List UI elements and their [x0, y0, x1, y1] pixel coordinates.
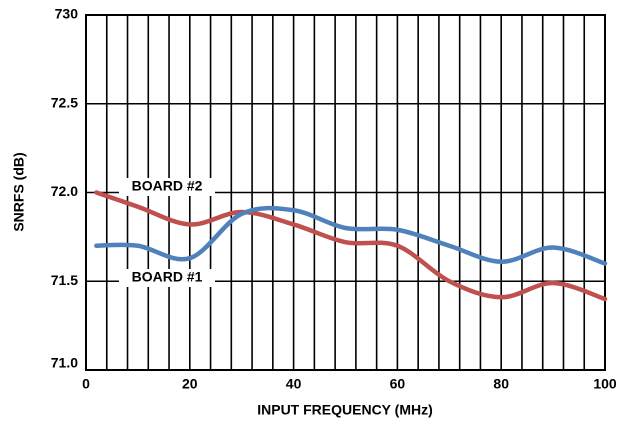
series-line: [94, 190, 608, 302]
x-tick-label: 80: [493, 376, 509, 392]
series-label: BOARD #2: [132, 178, 203, 194]
label-background: [119, 269, 215, 287]
label-background: [119, 178, 215, 196]
x-tick-label: 60: [390, 376, 406, 392]
x-tick-label: 100: [593, 376, 617, 392]
y-tick-label: 71.5: [51, 272, 78, 288]
series-label: BOARD #1: [132, 269, 203, 285]
x-tick-label: 0: [82, 376, 90, 392]
x-axis-title: INPUT FREQUENCY (MHz): [257, 402, 433, 418]
plot-frame: [85, 14, 606, 371]
x-tick-label: 40: [286, 376, 302, 392]
x-tick-label: 20: [182, 376, 198, 392]
y-tick-label: 72.0: [51, 183, 78, 199]
y-tick-label: 71.0: [51, 355, 78, 371]
series-line: [94, 205, 608, 266]
y-tick-label: 730: [55, 6, 79, 22]
y-axis-title: SNRFS (dB): [11, 152, 27, 231]
y-tick-label: 72.5: [51, 94, 78, 110]
